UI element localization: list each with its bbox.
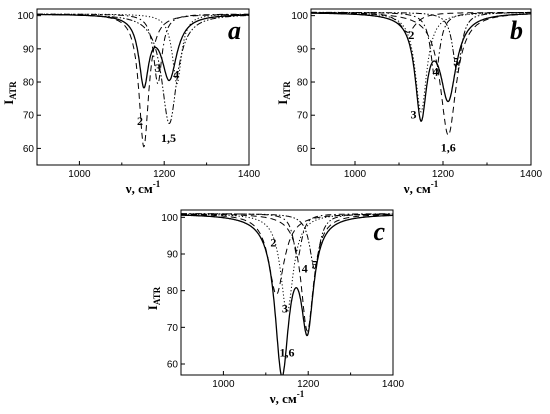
series-line-5 — [181, 213, 393, 270]
y-tick-label: 70 — [167, 323, 179, 334]
y-tick-label: 80 — [167, 286, 179, 297]
y-tick-label: 60 — [167, 360, 179, 371]
plot-frame — [180, 209, 394, 376]
series-line-3 — [37, 13, 249, 85]
curve-label: 3 — [411, 108, 417, 122]
plot-frame — [310, 8, 532, 166]
curve-label: 2 — [408, 28, 414, 42]
series-line-4 — [181, 213, 393, 259]
plot-frame — [36, 8, 250, 166]
x-tick-label: 1200 — [432, 169, 455, 180]
y-tick-label: 80 — [23, 78, 35, 89]
y-tick-label: 60 — [297, 144, 309, 155]
y-tick-label: 70 — [23, 111, 35, 122]
panel-letter: c — [373, 217, 385, 246]
x-axis-title: ν, см-1 — [269, 389, 305, 406]
x-tick-label: 1000 — [68, 169, 91, 180]
panel-a: 1000 1200 1400 60 70 80 90 100 ν, см-1 IATR 2 3 4 1,5… — [1, 8, 261, 196]
panel-b: 1000 1200 1400 60 70 80 90 100 ν, см-1 IATR 2 3 45 1,… — [275, 8, 543, 196]
series-line-1 — [181, 214, 393, 375]
series-line-5 — [311, 11, 531, 73]
y-tick-label: 100 — [161, 213, 178, 224]
x-tick-label: 1200 — [153, 169, 176, 180]
x-tick-label: 1400 — [382, 379, 405, 390]
curve-label: 3 — [155, 61, 161, 75]
curve-label: 5 — [312, 258, 318, 272]
panel-letter: a — [228, 16, 241, 45]
x-axis-title: ν, см-1 — [403, 179, 439, 196]
series-line-2 — [311, 11, 531, 33]
y-tick-label: 100 — [17, 11, 34, 22]
curve-label: 2 — [137, 114, 143, 128]
series-line-1 — [311, 12, 531, 122]
series-line-5 — [37, 14, 249, 125]
series-line-4 — [37, 13, 249, 85]
x-axis-title: ν, см-1 — [125, 179, 161, 196]
series-group — [311, 11, 531, 136]
y-tick-label: 90 — [23, 44, 35, 55]
x-tick-label: 1400 — [520, 169, 543, 180]
series-group — [181, 213, 393, 375]
series-line-2 — [181, 213, 393, 295]
y-tick-label: 90 — [167, 250, 179, 261]
y-tick-label: 60 — [23, 144, 35, 155]
curve-label: 1,5 — [161, 131, 176, 145]
curve-label: 4 — [302, 261, 308, 275]
series-line-3 — [311, 12, 531, 113]
curve-label: 1,6 — [280, 346, 295, 360]
panel-c: 1000 1200 1400 60 70 80 90 100 ν, см-1 IATR 2 3 4 5 1,… — [145, 209, 405, 406]
series-line-6 — [311, 12, 531, 136]
y-axis-title: IATR — [1, 81, 18, 105]
curve-label: 5 — [453, 54, 459, 68]
series-line-1 — [37, 13, 249, 89]
curve-label: 2 — [270, 236, 276, 250]
y-tick-label: 90 — [297, 44, 309, 55]
curve-label: 1,6 — [441, 141, 456, 155]
y-tick-label: 80 — [297, 78, 309, 89]
x-tick-label: 1000 — [212, 379, 235, 390]
curve-label: 3 — [282, 302, 288, 316]
y-tick-label: 100 — [291, 11, 308, 22]
series-group — [37, 13, 249, 148]
x-tick-label: 1000 — [344, 169, 367, 180]
y-tick-label: 70 — [297, 111, 309, 122]
series-line-4 — [311, 11, 531, 80]
curve-label: 4 — [433, 64, 439, 78]
x-tick-label: 1400 — [238, 169, 261, 180]
series-line-6 — [181, 213, 393, 332]
panel-letter: b — [510, 16, 523, 45]
curve-label: 4 — [173, 68, 179, 82]
x-tick-label: 1200 — [297, 379, 320, 390]
y-axis-title: IATR — [275, 81, 292, 105]
y-axis-title: IATR — [145, 286, 162, 310]
